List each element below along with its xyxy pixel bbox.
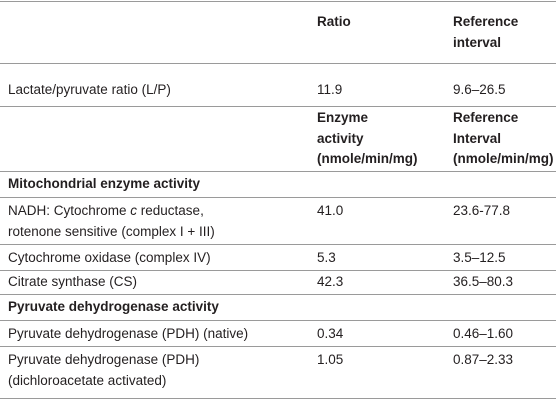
cell: 0.46–1.60 xyxy=(453,326,514,341)
text: reductase, xyxy=(137,203,204,218)
cell: 0.87–2.33 xyxy=(453,352,514,367)
rule xyxy=(0,346,556,347)
header-cell: activity xyxy=(317,130,364,146)
cell: (dichloroacetate activated) xyxy=(8,372,167,388)
rule xyxy=(0,398,556,399)
section-title: Mitochondrial enzyme activity xyxy=(8,176,201,191)
section-title: Pyruvate dehydrogenase activity xyxy=(8,299,219,314)
cell: 11.9 xyxy=(317,82,343,97)
rule xyxy=(0,171,556,172)
cell: 1.05 xyxy=(317,352,344,367)
cell: Lactate/pyruvate ratio (L/P) xyxy=(8,82,171,97)
cell: 36.5–80.3 xyxy=(453,274,514,289)
header-cell: Enzyme xyxy=(317,110,369,125)
rule xyxy=(0,1,556,2)
cell: NADH: Cytochrome c reductase, xyxy=(8,201,204,222)
rule xyxy=(0,320,556,321)
rule xyxy=(0,197,556,198)
italic-text: c xyxy=(130,203,138,218)
cell: Cytochrome oxidase (complex IV) xyxy=(8,250,211,265)
header-cell: Interval xyxy=(453,130,502,146)
cell: 9.6–26.5 xyxy=(453,82,506,97)
header-cell: (nmole/min/mg) xyxy=(453,151,554,166)
header-cell: (nmole/min/mg) xyxy=(317,151,418,166)
rule xyxy=(0,294,556,295)
cell: Citrate synthase (CS) xyxy=(8,274,138,289)
rule xyxy=(0,270,556,271)
cell: Pyruvate dehydrogenase (PDH) xyxy=(8,352,200,367)
cell: 23.6-77.8 xyxy=(453,203,511,218)
rule xyxy=(0,63,556,64)
rule xyxy=(0,244,556,245)
rule xyxy=(0,106,556,107)
cell: rotenone sensitive (complex I + III) xyxy=(8,223,215,239)
cell: 5.3 xyxy=(317,250,336,265)
text: NADH: Cytochrome xyxy=(8,203,131,218)
cell: 0.34 xyxy=(317,326,344,341)
header-cell: interval xyxy=(453,35,502,50)
cell: 42.3 xyxy=(317,274,344,289)
header-cell: Reference xyxy=(453,110,519,125)
cell: 41.0 xyxy=(317,203,344,218)
cell: Pyruvate dehydrogenase (PDH) (native) xyxy=(8,326,249,341)
cell: 3.5–12.5 xyxy=(453,250,506,265)
header-cell: Ratio xyxy=(317,14,351,29)
header-cell: Reference xyxy=(453,14,519,29)
